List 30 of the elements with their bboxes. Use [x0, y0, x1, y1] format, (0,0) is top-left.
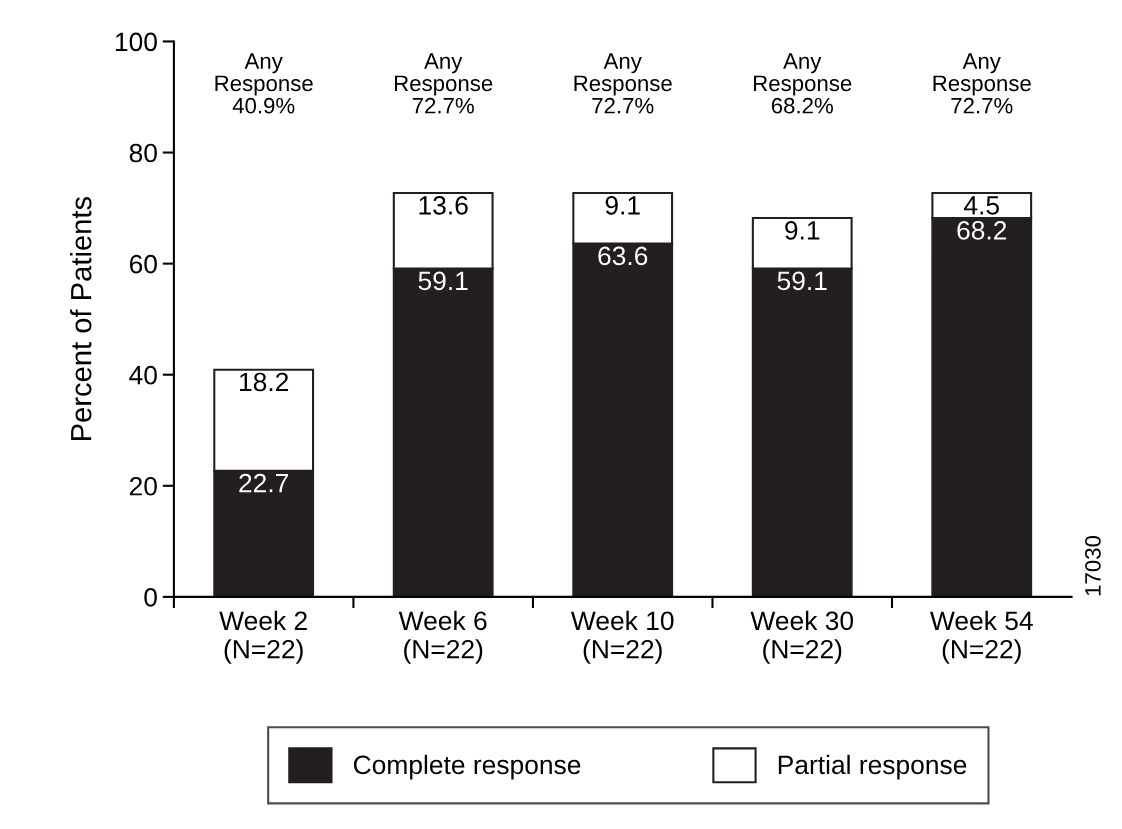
- text: 17030: [1085, 535, 1101, 596]
- data-label: 9.1: [785, 221, 820, 240]
- y-tick-label: 20: [129, 476, 157, 496]
- x-tick-label: Week 10 (N=22): [570, 610, 674, 664]
- x-tick-label: Week 6 (N=22): [398, 610, 487, 664]
- y-tick-label: 40: [129, 365, 157, 385]
- x-tick-label: Week 30 (N=22): [750, 610, 854, 664]
- x-tick-label: Week 54 (N=22): [930, 610, 1033, 664]
- y-axis-title: Percent of Patients: [70, 196, 92, 440]
- data-label: 68.2: [957, 221, 1007, 240]
- x-tick-label: Week 2 (N=22): [219, 610, 307, 664]
- data-label: 18.2: [240, 372, 289, 392]
- y-tick-label: 0: [144, 588, 157, 607]
- legend-label: Complete response: [353, 754, 581, 780]
- annotation: Any Response 72.7%: [394, 53, 493, 114]
- legend-label: Partial response: [778, 754, 967, 780]
- annotation: Any Response 72.7%: [933, 53, 1031, 114]
- y-tick-label: 100: [115, 32, 157, 52]
- data-label: 59.1: [777, 271, 827, 291]
- data-label: 22.7: [239, 473, 289, 493]
- data-label: 9.1: [605, 196, 640, 215]
- data-label: 63.6: [598, 246, 648, 266]
- annotation: Any Response 40.9%: [215, 53, 313, 114]
- data-label: 4.5: [964, 196, 999, 215]
- data-label: 59.1: [418, 271, 468, 291]
- data-label: 13.6: [419, 196, 468, 215]
- annotation: Any Response 72.7%: [574, 53, 672, 114]
- annotation: Any Response 68.2%: [754, 53, 852, 114]
- y-tick-label: 60: [129, 254, 157, 274]
- y-tick-label: 80: [129, 143, 157, 163]
